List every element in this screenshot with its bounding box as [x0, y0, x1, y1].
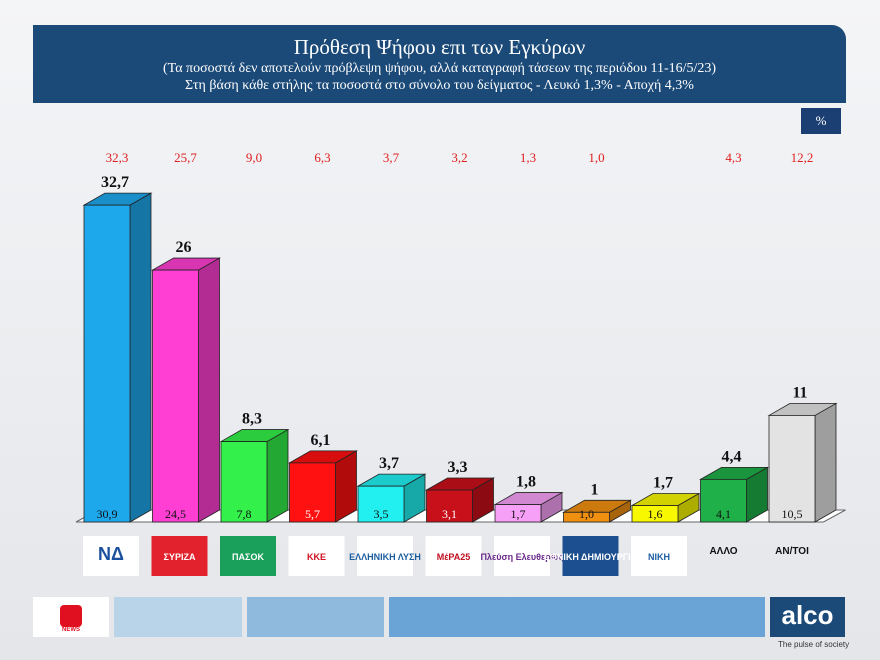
party-logo: [151, 536, 208, 576]
bar-value-label: 26: [176, 239, 192, 256]
bar: [700, 478, 747, 523]
inner-value-label: 3,1: [442, 507, 457, 521]
bar-value-label: 11: [792, 384, 807, 401]
tagline: The pulse of society: [778, 640, 850, 649]
top-value-label: 4,3: [725, 150, 741, 165]
category-label: ΑΛΛΟ: [709, 546, 737, 557]
bar-side: [335, 450, 357, 523]
inner-value-label: 1,7: [511, 507, 526, 521]
bar: [631, 505, 679, 523]
top-value-label: 25,7: [174, 150, 197, 165]
top-value-label: 1,3: [520, 150, 536, 165]
party-logo-label: ΚΚΕ: [307, 552, 326, 562]
party-logo-label: Πλεύση Ελευθερίας: [480, 552, 563, 562]
alco-logo: alco: [770, 597, 845, 637]
party-logo-label: ΝΙΚΗ: [648, 552, 670, 562]
footer-strip: [247, 597, 384, 637]
bar: [83, 204, 131, 523]
subtitle-1: (Τα ποσοστά δεν αποτελούν πρόβλεψη ψήφου…: [162, 61, 717, 76]
party-logo: [83, 536, 139, 576]
bar-value-label: 1,7: [653, 475, 673, 492]
bar-value-label: 3,7: [379, 455, 399, 472]
top-value-label: 6,3: [314, 150, 330, 165]
inner-value-label: 10,5: [782, 507, 803, 521]
bar-side: [129, 192, 152, 523]
top-value-label: 32,3: [106, 150, 129, 165]
party-logo-label: ΠΑΣΟΚ: [232, 552, 264, 562]
bar: [220, 441, 268, 523]
header: Πρόθεση Ψήφου επι των Εγκύρων (Τα ποσοστ…: [33, 25, 846, 103]
party-logo-label: ΜέΡΑ25: [437, 552, 470, 562]
party-logo: [631, 536, 687, 576]
inner-value-label: 5,7: [305, 507, 320, 521]
bar-side: [266, 428, 289, 523]
inner-value-label: 3,5: [374, 507, 389, 521]
party-logo-label: ΝΔ: [98, 544, 124, 564]
bar-value-label: 8,3: [242, 411, 262, 428]
top-value-label: 1,0: [588, 150, 604, 165]
inner-value-label: 4,1: [716, 507, 731, 521]
footer-strip: [114, 597, 242, 637]
party-logo-label: ΕΘΝΙΚΗ ΔΗΜΙΟΥΡΓΙΑ: [544, 552, 638, 562]
bar: [494, 504, 542, 523]
top-value-label: 12,2: [791, 150, 814, 165]
inner-value-label: 7,8: [237, 507, 252, 521]
top-value-label: 3,7: [383, 150, 400, 165]
unit-badge: %: [801, 108, 841, 134]
party-logo-label: ΣΥΡΙΖΑ: [164, 552, 196, 562]
top-value-label: 3,2: [451, 150, 467, 165]
bar-side: [814, 402, 837, 523]
bar-value-label: 1,8: [516, 474, 536, 491]
party-logo: [220, 536, 276, 576]
inner-value-label: 30,9: [97, 507, 118, 521]
party-logo: [425, 536, 482, 576]
bar: [563, 511, 610, 523]
alpha-news-logo: NEWS: [33, 597, 109, 637]
party-logo: [357, 536, 413, 576]
bar-value-label: 32,7: [101, 174, 129, 191]
party-logo-label: ΕΛΛΗΝΙΚΗ ΛΥΣΗ: [349, 552, 421, 562]
bar: [289, 462, 336, 523]
bar-chart: 32,7 30,9 32,3 ΝΔ 26 24,5 25,7 ΣΥΡΙΖΑ 8,3 7,8 9,0 Π…: [75, 150, 846, 576]
top-value-label: 9,0: [246, 150, 262, 165]
party-logo: [494, 536, 550, 576]
category-label: ΑΝ/ΤΟΙ: [775, 546, 809, 557]
inner-value-label: 24,5: [165, 507, 186, 521]
party-logo: [288, 536, 345, 576]
bar: [426, 489, 473, 523]
bar-value-label: 6,1: [311, 432, 331, 449]
chart-title: Πρόθεση Ψήφου επι των Εγκύρων: [293, 35, 586, 59]
inner-value-label: 1,0: [579, 507, 594, 521]
bar-side: [198, 257, 220, 523]
bar-value-label: 3,3: [448, 459, 468, 476]
party-logo: [562, 536, 619, 576]
footer-strip: [389, 597, 765, 637]
bar-value-label: 4,4: [722, 448, 742, 465]
bar: [152, 269, 199, 523]
subtitle-2: Στη βάση κάθε στήλης τα ποσοστά στο σύνο…: [185, 78, 694, 93]
bar: [768, 415, 816, 523]
inner-value-label: 1,6: [648, 507, 663, 521]
bar-value-label: 1: [591, 481, 599, 498]
bar: [357, 485, 405, 523]
